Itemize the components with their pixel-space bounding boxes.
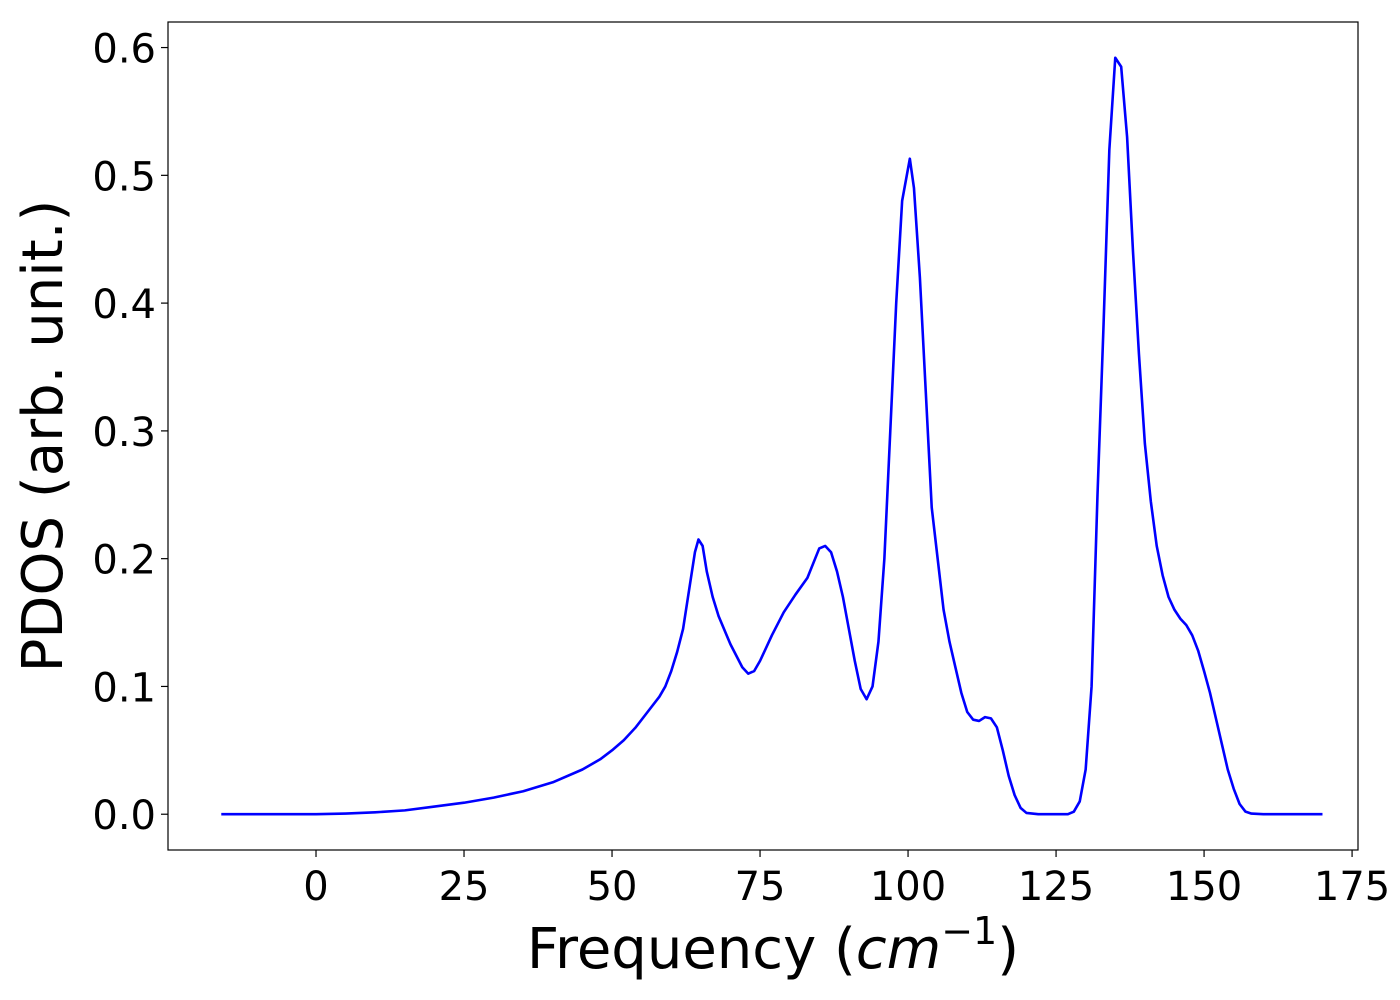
x-tick-label: 125 — [1018, 864, 1094, 910]
x-axis-label: Frequency (cm−1) — [527, 909, 1019, 982]
x-tick-label: 0 — [303, 864, 328, 910]
y-tick-label: 0.5 — [92, 154, 156, 200]
x-tick-label: 25 — [439, 864, 490, 910]
x-tick-label: 75 — [735, 864, 786, 910]
x-axis-ticks: 0 25 50 75 100 125 150 175 — [303, 850, 1390, 910]
y-tick-label: 0.2 — [92, 538, 156, 584]
x-tick-label: 175 — [1314, 864, 1390, 910]
x-tick-label: 50 — [587, 864, 638, 910]
x-label-unit: cm — [856, 917, 941, 982]
y-tick-label: 0.0 — [92, 793, 156, 839]
y-tick-label: 0.3 — [92, 410, 156, 456]
x-label-suffix: ) — [997, 917, 1019, 982]
x-tick-label: 100 — [870, 864, 946, 910]
plot-frame — [167, 21, 1359, 851]
y-tick-label: 0.1 — [92, 665, 156, 711]
x-label-prefix: Frequency ( — [527, 917, 856, 982]
y-axis-ticks: 0.0 0.1 0.2 0.3 0.4 0.5 0.6 — [92, 27, 168, 839]
x-label-exponent: −1 — [941, 909, 997, 953]
series-line-0 — [221, 56, 1323, 816]
plot-area — [221, 56, 1323, 816]
y-tick-label: 0.6 — [92, 27, 156, 73]
y-axis-label: PDOS (arb. unit.) — [11, 200, 76, 673]
y-tick-label: 0.4 — [92, 282, 156, 328]
x-tick-label: 150 — [1166, 864, 1242, 910]
